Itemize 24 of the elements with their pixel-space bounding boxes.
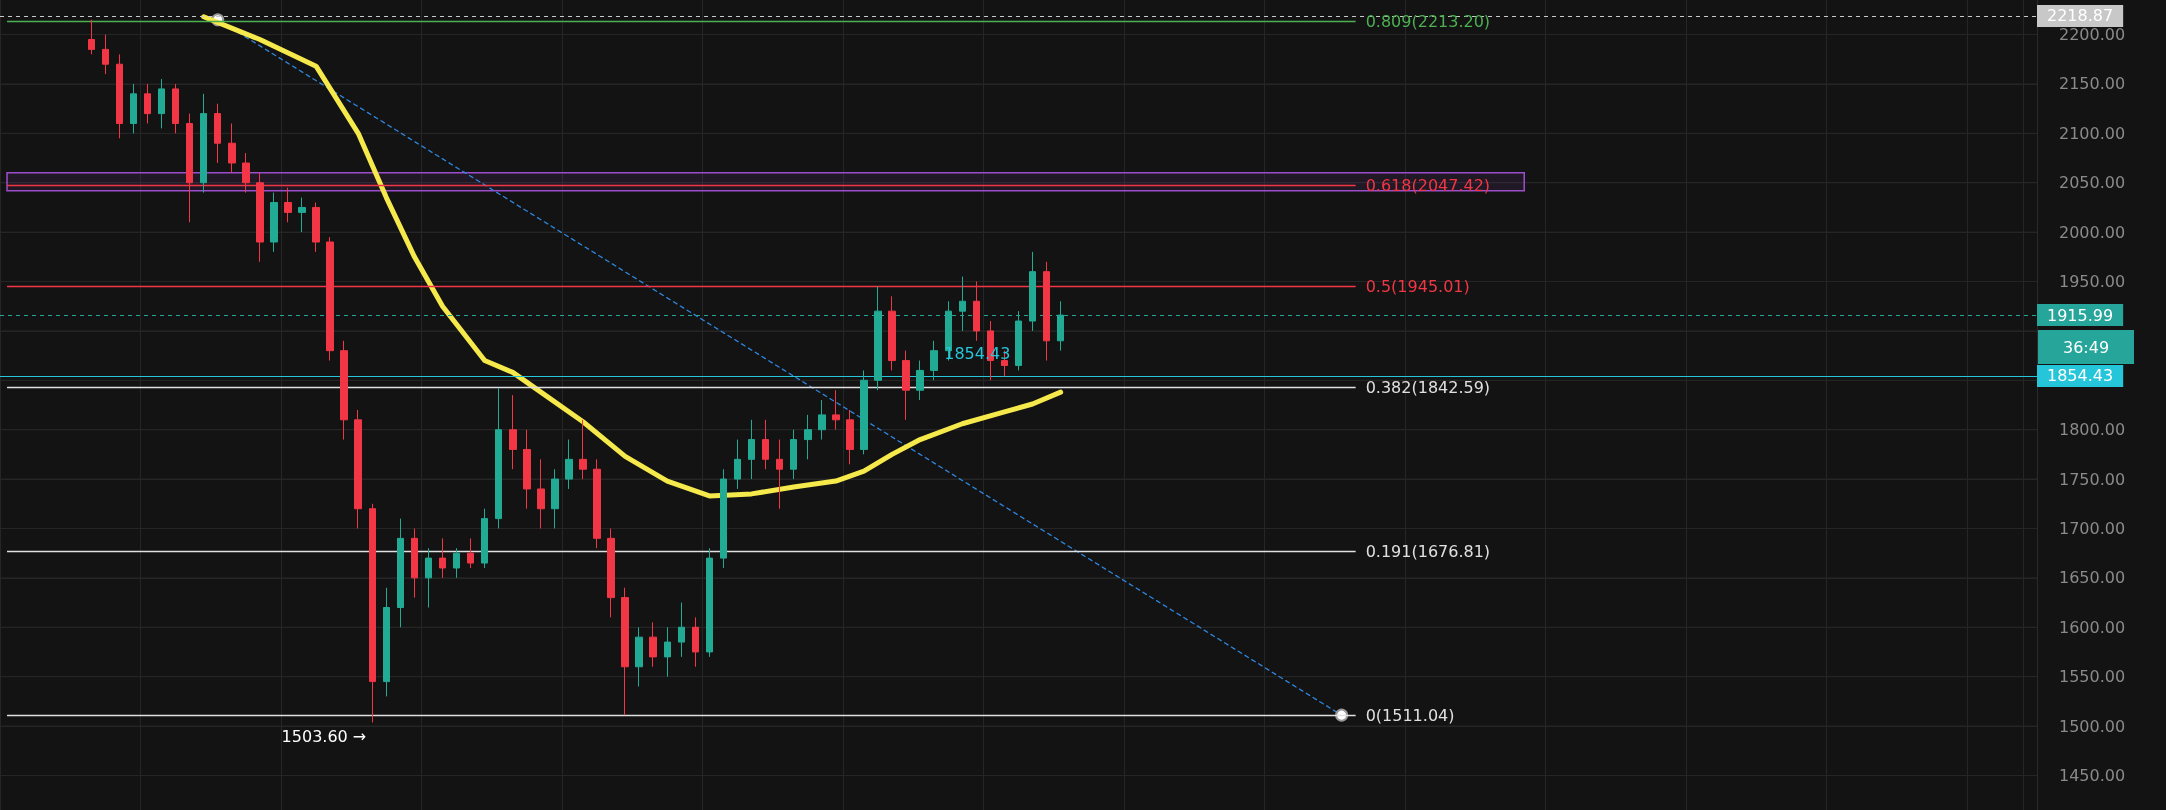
y-tick-label: 1700.00 [2059, 518, 2126, 538]
annotation: 1503.60 → [281, 726, 367, 746]
y-tick-label: 2150.00 [2059, 74, 2126, 94]
y-tick-label: 2050.00 [2059, 173, 2126, 193]
y-tick-label: 1650.00 [2059, 568, 2126, 588]
y-tick-label: 1600.00 [2059, 617, 2126, 637]
ref-line-label: 0(1511.04) [1365, 705, 1455, 725]
y-tick-label: 1800.00 [2059, 420, 2126, 440]
ref-line-label: 0.191(1676.81) [1365, 541, 1491, 561]
y-tick-label: 2100.00 [2059, 123, 2126, 143]
ref-line-label: 0.382(1842.59) [1365, 378, 1491, 398]
y-tick-label: 1550.00 [2059, 667, 2126, 687]
y-tick-label: 1750.00 [2059, 469, 2126, 489]
ref-line-label: 0.618(2047.42) [1365, 175, 1491, 195]
ref-line-label: 1915.99 [2047, 305, 2114, 325]
ref-line-label: 0.809(2213.20) [1365, 12, 1491, 32]
y-tick-label: 1950.00 [2059, 272, 2126, 292]
ref-line-label: 0.5(1945.01) [1365, 276, 1470, 296]
y-tick-label: 2200.00 [2059, 25, 2126, 45]
text: 36:49 [2062, 337, 2110, 357]
y-tick-label: 1500.00 [2059, 716, 2126, 736]
y-tick-label: 2000.00 [2059, 222, 2126, 242]
y-tick-label: 1450.00 [2059, 765, 2126, 785]
ref-line-label: 1854.43 [2047, 366, 2114, 386]
